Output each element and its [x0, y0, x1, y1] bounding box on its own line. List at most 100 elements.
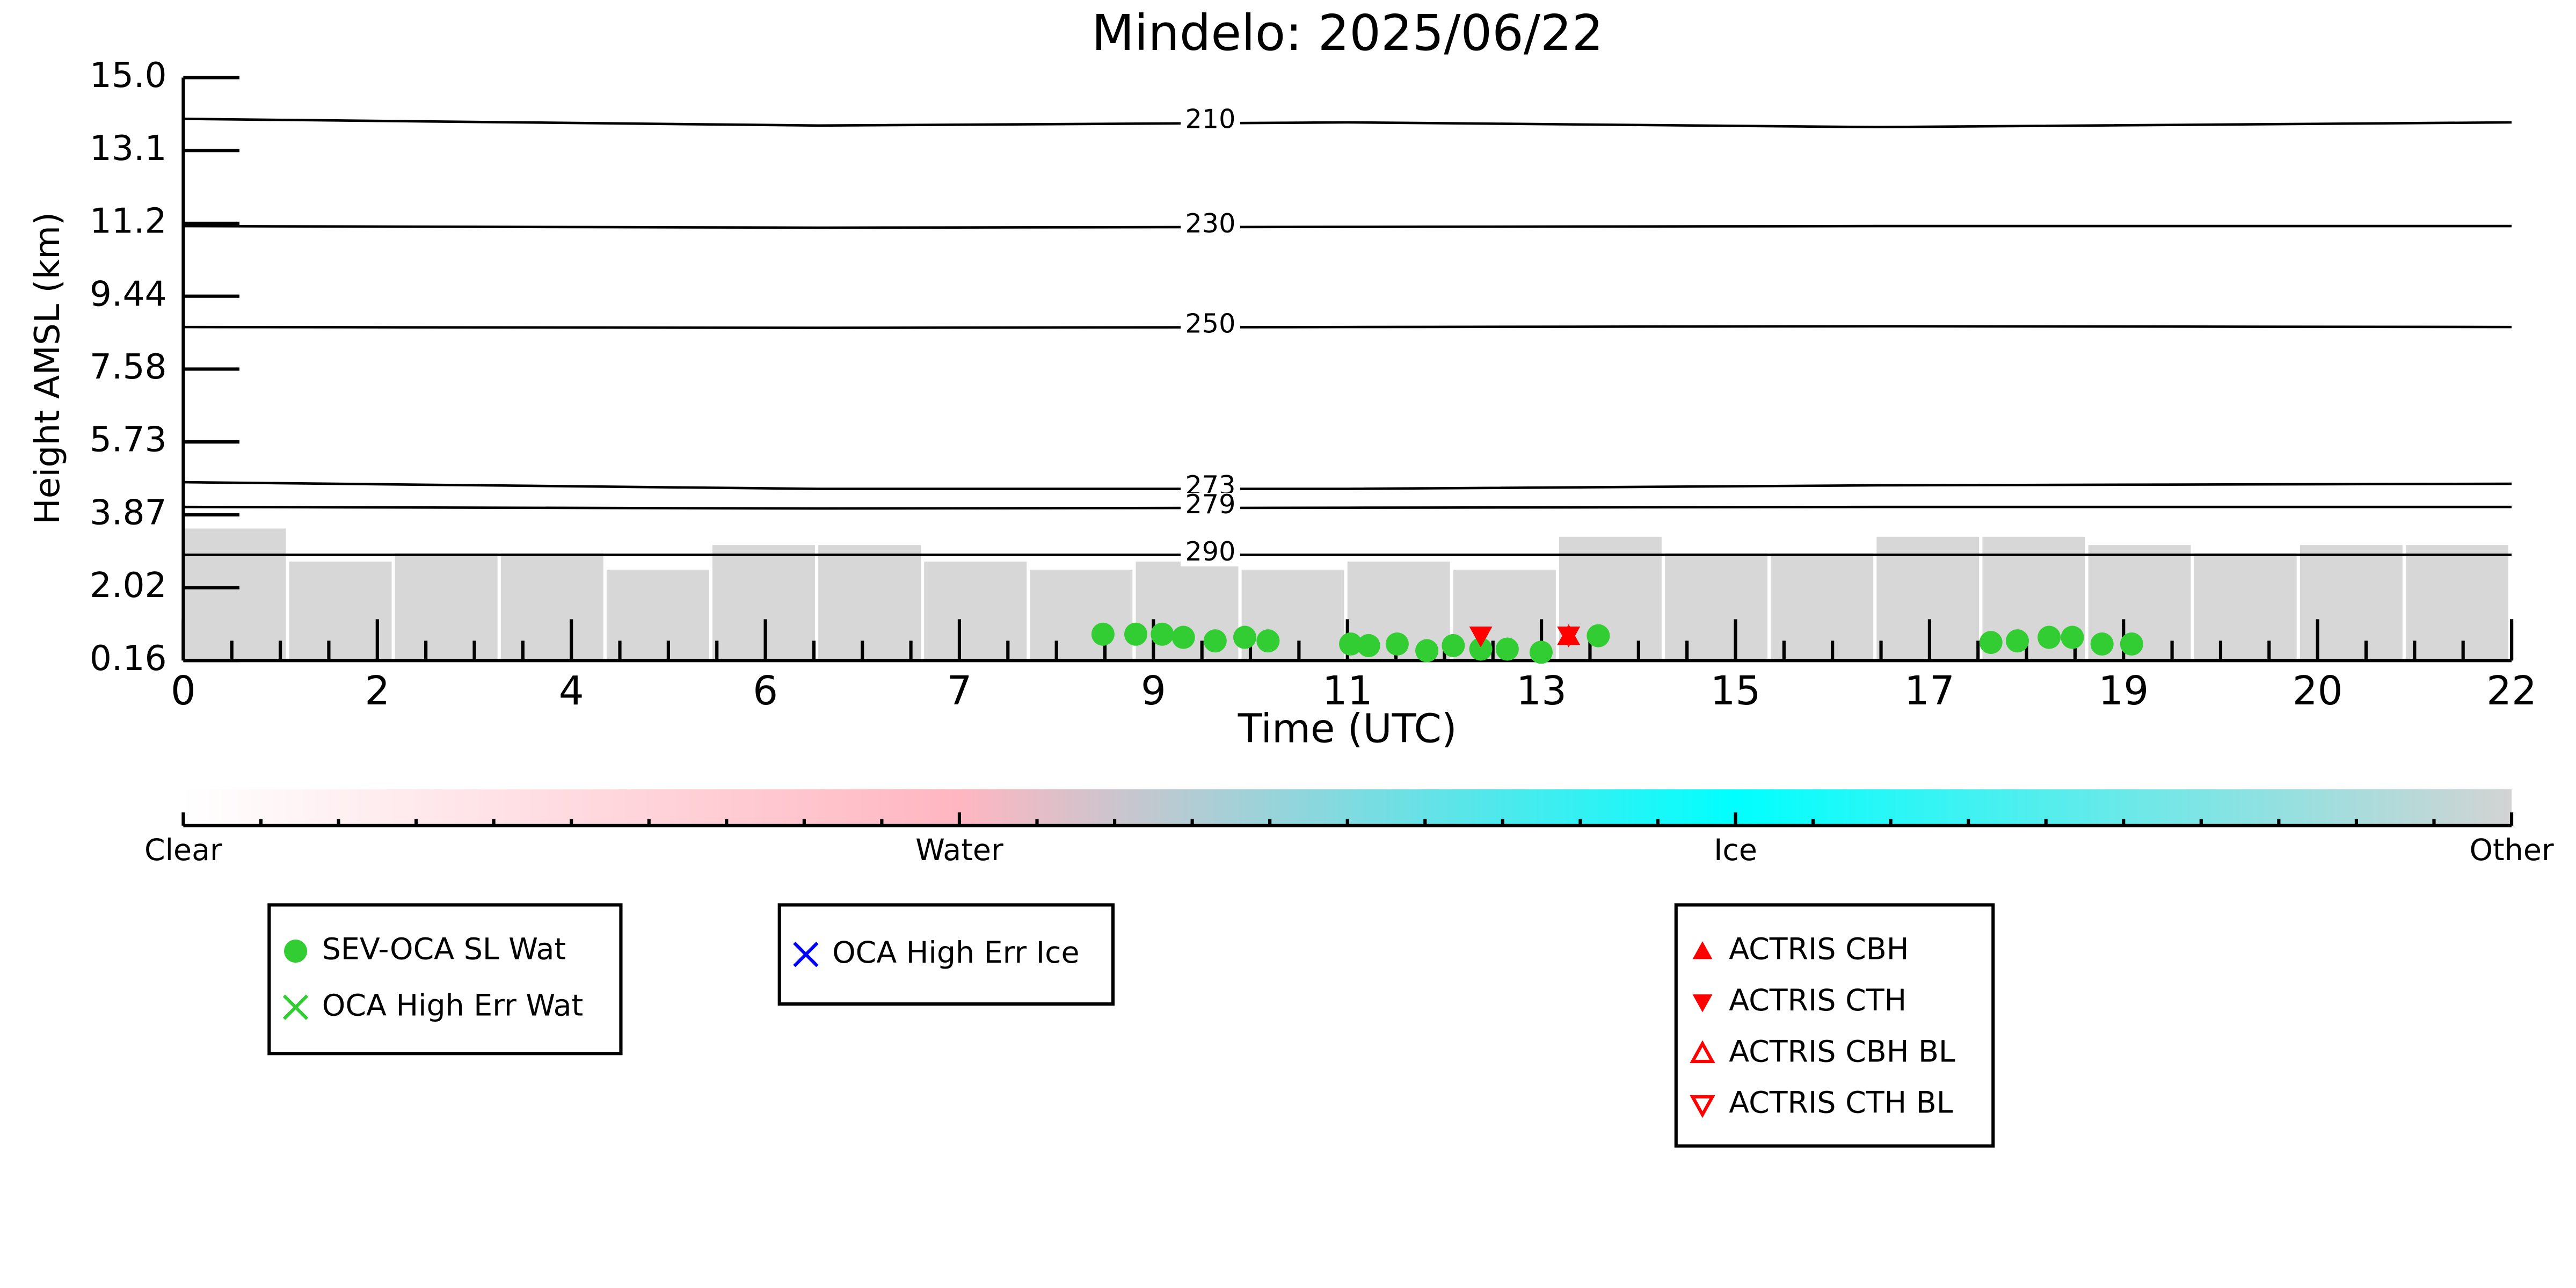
point [1529, 641, 1553, 664]
x-tick-label: 20 [2293, 668, 2343, 714]
x-tick-label: 7 [947, 668, 972, 714]
legend-marker [282, 994, 309, 1020]
contour-line [183, 224, 2512, 229]
point [1339, 632, 1363, 656]
chart-title: Mindelo: 2025/06/22 [1091, 4, 1603, 62]
cloud-mask-column [924, 561, 1027, 661]
cloud-mask-column [2194, 553, 2297, 661]
contour-line [183, 505, 2512, 510]
point [1124, 622, 1148, 646]
legend-label: ACTRIS CTH BL [1729, 1086, 1953, 1120]
colorbar-label: Ice [1714, 833, 1757, 868]
legend-box [777, 903, 1115, 1006]
point [1587, 624, 1610, 647]
x-tick-label: 13 [1516, 668, 1567, 714]
legend-label: ACTRIS CTH [1729, 984, 1906, 1018]
legend-marker [1692, 941, 1713, 959]
point [1469, 637, 1493, 661]
point [1415, 639, 1439, 663]
x-axis-label: Time (UTC) [1238, 706, 1457, 752]
point [1385, 632, 1409, 656]
x-tick-label: 15 [1711, 668, 1761, 714]
legend-marker [284, 940, 308, 963]
point [2120, 632, 2143, 656]
cloud-mask-column [818, 545, 921, 661]
point [2037, 625, 2061, 649]
contour-label: 290 [1185, 536, 1235, 567]
y-tick-label: 2.02 [90, 565, 167, 606]
legend-box [267, 903, 623, 1056]
contour-label: 250 [1185, 308, 1235, 339]
cloud-mask-column [606, 570, 709, 661]
cloud-mask-column [395, 553, 498, 661]
colorbar-label: Water [915, 833, 1003, 868]
x-tick-label: 9 [1141, 668, 1166, 714]
legend-label: SEV-OCA SL Wat [322, 933, 566, 967]
contour-label-bg [1181, 212, 1240, 239]
cloud-mask-column [1665, 553, 1768, 661]
y-tick-label: 7.58 [90, 347, 167, 387]
point [1442, 634, 1465, 657]
legend-marker [1690, 1040, 1715, 1064]
cloud-mask-column [1771, 553, 1874, 661]
point [1256, 629, 1280, 653]
cloud-mask-column [500, 553, 603, 661]
cloud-mask-column [2300, 545, 2403, 661]
y-tick-label: 0.16 [90, 638, 167, 679]
cloud-mask-column [1241, 570, 1344, 661]
point [1151, 622, 1174, 646]
cloud-mask-column [289, 561, 392, 661]
point [1357, 634, 1380, 657]
point [2005, 629, 2029, 653]
y-tick-label: 3.87 [90, 492, 167, 533]
y-tick-label: 15.0 [90, 55, 167, 96]
point [2061, 625, 2084, 649]
point [2090, 632, 2114, 656]
x-tick-label: 0 [171, 668, 196, 714]
legend-label: ACTRIS CBH [1729, 933, 1909, 967]
x-tick-label: 4 [559, 668, 584, 714]
legend-box [1674, 903, 1995, 1148]
y-tick-label: 9.44 [90, 274, 167, 314]
contour-label-bg [1181, 107, 1240, 134]
colorbar-label: Other [2469, 833, 2553, 868]
point [1557, 626, 1581, 647]
x-tick-label: 17 [1904, 668, 1955, 714]
colorbar-label: Clear [144, 833, 222, 868]
point [1469, 626, 1493, 647]
point [1495, 637, 1519, 661]
contour-label-bg [1181, 492, 1240, 520]
legend-marker [1692, 994, 1713, 1013]
point [1091, 622, 1115, 646]
contour-label: 279 [1185, 489, 1235, 520]
point [1203, 629, 1227, 653]
y-tick-label: 5.73 [90, 420, 167, 460]
y-tick-label: 11.2 [90, 201, 167, 242]
cloud-mask-column [2405, 545, 2508, 661]
contour-label-bg [1181, 312, 1240, 339]
legend-label: OCA High Err Wat [322, 988, 583, 1023]
x-tick-label: 22 [2486, 668, 2537, 714]
cloud-mask-column [183, 528, 286, 661]
legend-label: OCA High Err Ice [832, 936, 1079, 970]
x-tick-label: 19 [2098, 668, 2149, 714]
cloud-mask-column [1030, 570, 1133, 661]
contour-label-bg [1181, 540, 1240, 566]
point [1171, 625, 1195, 649]
point [1979, 631, 2003, 654]
legend-marker [793, 942, 819, 967]
contour-line [183, 118, 2512, 129]
x-tick-label: 6 [753, 668, 778, 714]
y-axis-label: Height AMSL (km) [27, 212, 68, 525]
x-tick-label: 2 [365, 668, 390, 714]
y-tick-label: 13.1 [90, 128, 167, 169]
legend-label: ACTRIS CBH BL [1729, 1035, 1955, 1069]
contour-line [183, 481, 2512, 490]
contour-line [183, 325, 2512, 329]
x-tick-label: 11 [1322, 668, 1373, 714]
legend-marker [1690, 1095, 1715, 1118]
point [1233, 625, 1257, 649]
contour-label: 210 [1185, 103, 1235, 134]
